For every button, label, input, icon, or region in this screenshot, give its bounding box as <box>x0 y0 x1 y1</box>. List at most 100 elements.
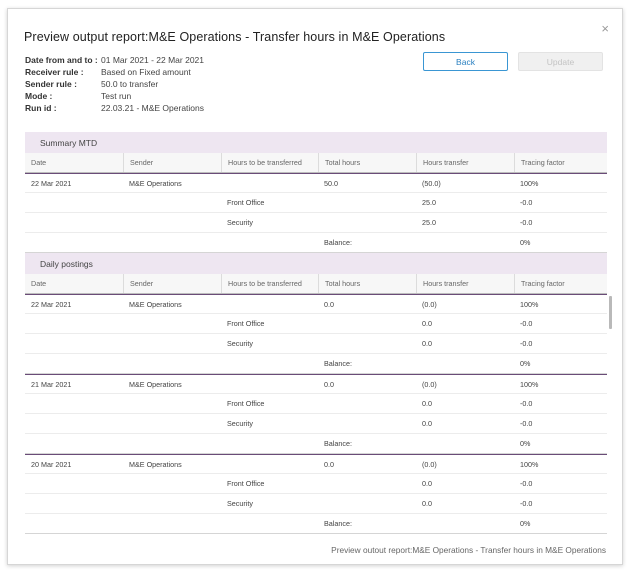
cell-tracing-factor: 100% <box>520 178 539 188</box>
cell-total-hours <box>318 494 416 513</box>
report-tables: Summary MTD Date Sender Hours to be tran… <box>25 132 612 534</box>
table-row: 21 Mar 2021 M&E Operations 0.0 (0.0) 100% <box>25 374 607 394</box>
column-header-hours-transfer[interactable]: Hours transfer <box>416 153 514 172</box>
cell-hours-transfer <box>416 514 514 533</box>
column-header-tracing-factor[interactable]: Tracing factor <box>514 274 607 293</box>
cell-sender <box>123 414 221 433</box>
meta-value: 50.0 to transfer <box>101 79 159 89</box>
cell-hours-transfer <box>416 434 514 453</box>
cell-hours-to-be-transferred: Front Office <box>227 399 265 408</box>
meta-label: Sender rule : <box>25 79 77 89</box>
cell-total-hours: Balance: <box>324 519 352 528</box>
cell-sender <box>123 514 221 533</box>
back-button[interactable]: Back <box>423 52 508 71</box>
column-header-tracing-factor[interactable]: Tracing factor <box>514 153 607 172</box>
cell-sender: M&E Operations <box>129 459 182 469</box>
cell-tracing-factor: -0.0 <box>520 419 533 428</box>
cell-tracing-factor: 100% <box>520 299 539 309</box>
column-header-hours-transfer[interactable]: Hours transfer <box>416 274 514 293</box>
cell-date: 21 Mar 2021 <box>31 379 72 389</box>
table-row: Security 0.0 -0.0 <box>25 334 607 354</box>
cell-hours-to-be-transferred: Security <box>227 339 253 348</box>
cell-date <box>25 334 123 353</box>
cell-total-hours <box>318 213 416 232</box>
cell-sender: M&E Operations <box>129 299 182 309</box>
cell-tracing-factor: 100% <box>520 459 539 469</box>
cell-total-hours <box>318 474 416 493</box>
cell-date <box>25 494 123 513</box>
cell-total-hours: Balance: <box>324 439 352 448</box>
column-header-hours-to-be-transferred[interactable]: Hours to be transferred <box>221 153 318 172</box>
cell-tracing-factor: -0.0 <box>520 399 533 408</box>
table-row: 22 Mar 2021 M&E Operations 0.0 (0.0) 100% <box>25 294 607 314</box>
cell-hours-to-be-transferred <box>221 455 318 473</box>
summary-section-title: Summary MTD <box>25 132 607 153</box>
column-header-date[interactable]: Date <box>31 279 47 288</box>
cell-hours-transfer: 0.0 <box>422 339 432 348</box>
cell-hours-transfer: (0.0) <box>422 379 437 389</box>
cell-sender <box>123 193 221 212</box>
dialog-title: Preview output report:M&E Operations - T… <box>24 30 446 44</box>
table-row: Balance: 0% <box>25 514 607 534</box>
update-button[interactable]: Update <box>518 52 603 71</box>
table-row: Front Office 0.0 -0.0 <box>25 474 607 494</box>
table-row: Front Office 25.0 -0.0 <box>25 193 607 213</box>
cell-total-hours: 0.0 <box>324 299 334 309</box>
daily-rows: 22 Mar 2021 M&E Operations 0.0 (0.0) 100% Fro… <box>25 294 607 534</box>
cell-sender <box>123 314 221 333</box>
cell-hours-to-be-transferred <box>221 375 318 393</box>
column-header-sender[interactable]: Sender <box>123 153 221 172</box>
cell-tracing-factor: 100% <box>520 379 539 389</box>
table-row: Security 0.0 -0.0 <box>25 494 607 514</box>
cell-hours-to-be-transferred: Security <box>227 218 253 227</box>
table-row: Security 0.0 -0.0 <box>25 414 607 434</box>
cell-hours-to-be-transferred <box>221 174 318 192</box>
cell-sender: M&E Operations <box>129 178 182 188</box>
cell-tracing-factor: -0.0 <box>520 218 533 227</box>
cell-sender <box>123 474 221 493</box>
cell-hours-transfer: 0.0 <box>422 319 432 328</box>
daily-table-body: 22 Mar 2021 M&E Operations 0.0 (0.0) 100% Fro… <box>25 294 612 534</box>
cell-hours-transfer: 25.0 <box>422 198 436 207</box>
cell-hours-to-be-transferred: Front Office <box>227 479 265 488</box>
summary-table-header: Date Sender Hours to be transferred Tota… <box>25 153 607 173</box>
column-header-hours-to-be-transferred[interactable]: Hours to be transferred <box>221 274 318 293</box>
cell-sender <box>123 494 221 513</box>
cell-hours-transfer <box>416 233 514 252</box>
meta-label: Mode : <box>25 91 53 101</box>
vertical-scrollbar-thumb[interactable] <box>609 296 612 329</box>
cell-hours-transfer: (50.0) <box>422 178 441 188</box>
cell-hours-to-be-transferred <box>221 514 318 533</box>
cell-hours-transfer: 0.0 <box>422 419 432 428</box>
close-icon[interactable]: × <box>601 21 609 36</box>
preview-report-dialog: × Preview output report:M&E Operations -… <box>7 8 623 565</box>
cell-hours-transfer <box>416 354 514 373</box>
cell-total-hours: 50.0 <box>324 178 338 188</box>
cell-date: 22 Mar 2021 <box>31 299 72 309</box>
table-row: Security 25.0 -0.0 <box>25 213 607 233</box>
meta-row-mode: Mode : Test run <box>25 90 204 102</box>
cell-tracing-factor: 0% <box>520 439 531 448</box>
cell-hours-transfer: 0.0 <box>422 399 432 408</box>
column-header-sender[interactable]: Sender <box>123 274 221 293</box>
cell-date: 20 Mar 2021 <box>31 459 72 469</box>
cell-hours-to-be-transferred <box>221 233 318 252</box>
cell-hours-transfer: (0.0) <box>422 459 437 469</box>
cell-hours-to-be-transferred: Security <box>227 419 253 428</box>
cell-hours-transfer: 25.0 <box>422 218 436 227</box>
meta-label: Run id : <box>25 103 57 113</box>
column-header-total-hours[interactable]: Total hours <box>318 274 416 293</box>
summary-table-body: 22 Mar 2021 M&E Operations 50.0 (50.0) 100% F… <box>25 173 607 253</box>
table-row: Balance: 0% <box>25 434 607 454</box>
cell-total-hours: 0.0 <box>324 459 334 469</box>
column-header-date[interactable]: Date <box>31 158 47 167</box>
cell-date <box>25 314 123 333</box>
cell-hours-to-be-transferred: Front Office <box>227 198 265 207</box>
cell-tracing-factor: -0.0 <box>520 479 533 488</box>
column-header-total-hours[interactable]: Total hours <box>318 153 416 172</box>
meta-value: Test run <box>101 91 132 101</box>
cell-sender <box>123 233 221 252</box>
cell-sender <box>123 213 221 232</box>
cell-total-hours <box>318 314 416 333</box>
meta-row-receiver-rule: Receiver rule : Based on Fixed amount <box>25 66 204 78</box>
